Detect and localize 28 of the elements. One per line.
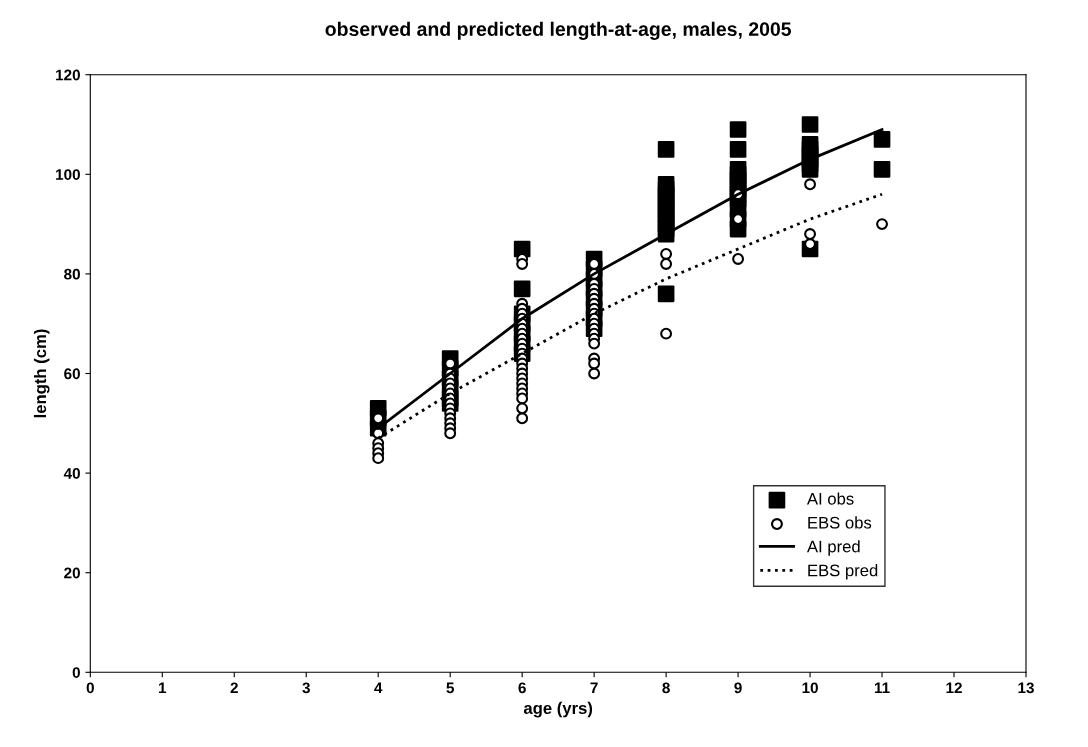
- x-tick-label: 1: [158, 682, 167, 694]
- legend-label: EBS pred: [808, 564, 878, 580]
- x-tick-label: 3: [302, 682, 310, 694]
- chart-title: observed and predicted length-at-age, males, 2005: [325, 21, 792, 40]
- y-tick-label: 80: [64, 268, 80, 280]
- x-tick-label: 5: [446, 682, 454, 694]
- y-tick-label: 0: [72, 667, 80, 678]
- x-tick-label: 12: [946, 682, 962, 694]
- y-tick-label: 100: [56, 169, 80, 180]
- legend-label: AI obs: [806, 492, 854, 505]
- y-tick-label: 60: [64, 368, 80, 380]
- x-tick-label: 13: [1018, 682, 1034, 694]
- x-tick-label: 8: [662, 682, 670, 694]
- x-axis-title: age (yrs): [523, 701, 593, 718]
- x-tick-label: 7: [590, 682, 598, 694]
- x-tick-label: 6: [518, 682, 526, 694]
- x-tick-label: 11: [874, 682, 890, 694]
- x-tick-label: 9: [734, 682, 742, 694]
- y-tick-label: 40: [63, 467, 80, 479]
- x-tick-label: 2: [230, 682, 238, 694]
- y-tick-label: 20: [64, 567, 80, 579]
- x-tick-label: 10: [802, 682, 818, 694]
- x-tick-label: 4: [374, 682, 383, 694]
- legend-label: AI pred: [806, 540, 860, 556]
- y-axis-title: length (cm): [33, 329, 50, 418]
- x-tick-label: 0: [86, 682, 94, 694]
- y-tick-label: 120: [56, 69, 80, 81]
- legend-label: EBS obs: [808, 516, 872, 529]
